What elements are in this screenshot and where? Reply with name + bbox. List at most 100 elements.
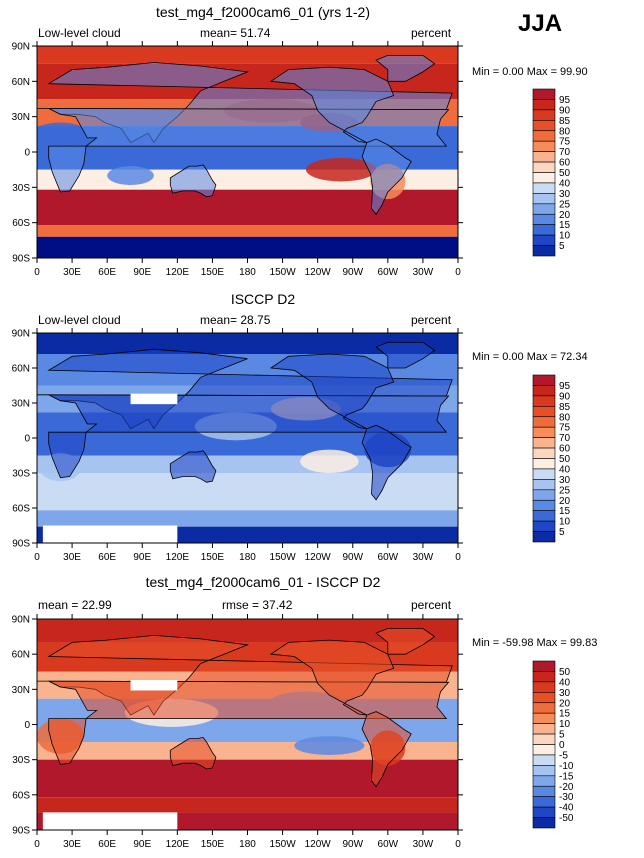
- lon-tick-label: 150W: [270, 267, 297, 278]
- colorbar-swatch: [532, 712, 556, 724]
- lat-tick-label: 60N: [12, 650, 30, 661]
- colorbar-label: 15: [559, 220, 571, 231]
- colorbar-label: 95: [559, 95, 571, 106]
- lat-tick-label: 30N: [12, 399, 30, 410]
- colorbar-label: 40: [559, 464, 571, 475]
- colorbar-label: 10: [559, 517, 571, 528]
- continent-outline-6: [375, 628, 436, 655]
- colorbar-label: 75: [559, 423, 571, 434]
- lon-tick-label: 90W: [342, 267, 363, 278]
- lon-tick-label: 150E: [201, 552, 225, 563]
- continent-outline-2: [48, 394, 450, 479]
- map-band-1: [37, 46, 458, 64]
- map-field-1: [37, 46, 458, 258]
- map-field-2: [37, 333, 458, 543]
- lon-tick-label: 0: [455, 267, 461, 278]
- colorbar-swatch: [532, 130, 556, 142]
- lon-tick-label: 60E: [98, 552, 116, 563]
- lon-tick-label: 150W: [270, 839, 297, 850]
- lat-tick-label: 0: [24, 720, 30, 731]
- colorbar-swatch: [532, 426, 556, 438]
- colorbar-label: -50: [559, 813, 574, 824]
- colorbar-swatch: [532, 395, 556, 407]
- colorbar-swatch: [532, 796, 556, 808]
- lon-tick-label: 90E: [133, 267, 151, 278]
- panel-3-min-max: Min = -59.98 Max = 99.83: [472, 637, 598, 649]
- lon-tick-label: 60W: [378, 267, 399, 278]
- colorbar-label: 80: [559, 412, 571, 423]
- lon-tick-label: 120W: [305, 552, 332, 563]
- map-band-6: [37, 759, 458, 798]
- panel-1-center-label: mean= 51.74: [200, 26, 271, 40]
- map-band-1: [37, 333, 458, 354]
- lon-tick-label: 60W: [378, 839, 399, 850]
- continent-outline-4: [361, 424, 412, 501]
- map-field-3: [37, 619, 458, 830]
- lon-tick-label: 30W: [413, 267, 434, 278]
- season-label: JJA: [518, 10, 563, 37]
- colorbar-swatch: [532, 806, 556, 818]
- lon-tick-label: 60W: [378, 552, 399, 563]
- map-anomaly-4: [107, 166, 154, 185]
- lon-tick-label: 30W: [413, 839, 434, 850]
- colorbar-swatch: [532, 692, 556, 704]
- map-anomaly-2: [300, 449, 359, 474]
- map-band-7: [37, 510, 458, 527]
- lon-tick-label: 90E: [133, 552, 151, 563]
- colorbar-swatch: [532, 416, 556, 428]
- lon-tick-label: 0: [455, 839, 461, 850]
- lon-tick-label: 30E: [63, 552, 81, 563]
- continent-outline-3: [269, 353, 395, 430]
- map-band-6: [37, 473, 458, 511]
- colorbar-label: 20: [559, 210, 571, 221]
- colorbar-label: 75: [559, 137, 571, 148]
- colorbar-swatch: [532, 660, 556, 672]
- lat-tick-label: 90N: [12, 615, 30, 626]
- lon-tick-label: 60E: [98, 267, 116, 278]
- panel-1-title: test_mg4_f2000cam6_01 (yrs 1-2): [156, 4, 370, 20]
- continent-outline-2: [48, 108, 450, 193]
- colorbar-label: 15: [559, 709, 571, 720]
- colorbar-swatch: [532, 765, 556, 777]
- colorbar-swatch: [532, 109, 556, 121]
- colorbar-label: 90: [559, 391, 571, 402]
- continent-outline-5: [169, 736, 217, 770]
- colorbar-label: 95: [559, 381, 571, 392]
- missing-data-tibet: [130, 393, 178, 405]
- colorbar-label: 50: [559, 168, 571, 179]
- colorbar-swatch: [532, 489, 556, 501]
- colorbar-label: 30: [559, 475, 571, 486]
- colorbar-label: 20: [559, 496, 571, 507]
- panel-3-left-label: mean = 22.99: [38, 598, 112, 612]
- colorbar-swatch: [532, 681, 556, 693]
- colorbar-label: 10: [559, 719, 571, 730]
- lat-tick-label: 60S: [12, 790, 30, 801]
- colorbar-swatch: [532, 88, 556, 100]
- lon-tick-label: 120E: [166, 839, 190, 850]
- continent-outline-6: [375, 341, 436, 369]
- colorbar-label: 30: [559, 688, 571, 699]
- lon-tick-label: 0: [34, 552, 40, 563]
- continent-outline-4: [361, 711, 412, 788]
- lat-tick-label: 30N: [12, 112, 30, 123]
- panel-2: 90N 60N 30N 0 30S 60S 90S 0 30E 60E 90E 120E 150E 180…: [12, 328, 571, 563]
- lon-tick-label: 150E: [201, 839, 225, 850]
- lon-tick-label: 150E: [201, 267, 225, 278]
- lat-tick-label: 0: [24, 434, 30, 445]
- colorbar-label: 25: [559, 199, 571, 210]
- lat-tick-label: 60N: [12, 77, 30, 88]
- colorbar-swatch: [532, 531, 556, 543]
- colorbar-label: 40: [559, 677, 571, 688]
- colorbar-swatch: [532, 479, 556, 491]
- panel-3-center-label: rmse = 37.42: [222, 598, 293, 612]
- colorbar-swatch: [532, 744, 556, 756]
- colorbar-swatch: [532, 406, 556, 418]
- colorbar-swatch: [532, 702, 556, 714]
- panel-1-right-label: percent: [411, 26, 452, 40]
- colorbar-label: 80: [559, 126, 571, 137]
- map-band-7: [37, 225, 458, 237]
- lon-tick-label: 0: [34, 267, 40, 278]
- colorbar-label: 5: [559, 527, 565, 538]
- lon-tick-label: 120W: [305, 839, 332, 850]
- lon-tick-label: 60E: [98, 839, 116, 850]
